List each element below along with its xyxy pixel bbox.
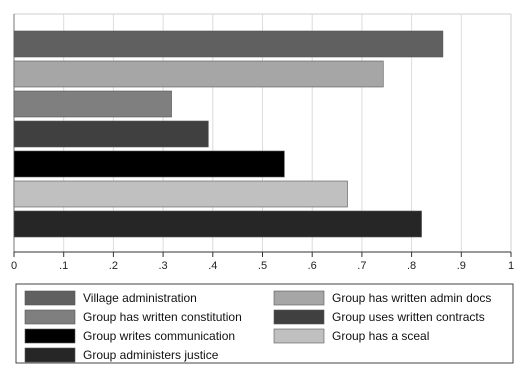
legend-swatch [24, 309, 76, 325]
legend-swatch [273, 309, 325, 325]
bar-group-writes-communication [13, 150, 285, 178]
x-tick-label: .7 [357, 260, 366, 272]
legend-label: Group uses written contracts [332, 310, 485, 324]
bars [13, 30, 444, 238]
x-tick-label: .9 [457, 260, 466, 272]
x-tick-label: .3 [159, 260, 168, 272]
x-tick-label: .1 [59, 260, 68, 272]
legend-swatch [273, 328, 325, 344]
x-tick-label: .4 [208, 260, 217, 272]
legend-label: Group has written constitution [83, 310, 242, 324]
x-tick-label: .8 [407, 260, 416, 272]
bar-group-administers-justice [13, 210, 422, 238]
bar-group-has-a-sceal [13, 180, 348, 208]
x-tick-label: .5 [258, 260, 267, 272]
legend-label: Village administration [83, 291, 197, 305]
x-tick-label: .6 [308, 260, 317, 272]
x-tick-label: 0 [11, 260, 17, 272]
legend-label: Group has a sceal [332, 329, 429, 343]
bar-group-uses-written-contracts [13, 120, 209, 148]
bar-village-administration [13, 30, 444, 58]
bar-group-has-written-constitution [13, 90, 172, 118]
legend-swatch [273, 290, 325, 306]
x-tick-label: 1 [508, 260, 514, 272]
legend-label: Group writes communication [83, 329, 235, 343]
legend-label: Group administers justice [83, 348, 219, 362]
x-tick-label: .2 [109, 260, 118, 272]
legend-box [15, 283, 514, 364]
bar-group-has-written-admin-docs [13, 60, 384, 88]
legend: Village administration Group has written … [15, 283, 514, 364]
legend-swatch [24, 328, 76, 344]
x-axis: 0 .1 .2 .3 .4 .5 .6 .7 .8 .9 1 [11, 251, 514, 272]
legend-label: Group has written admin docs [332, 291, 491, 305]
legend-swatch [24, 347, 76, 363]
legend-swatch [24, 290, 76, 306]
